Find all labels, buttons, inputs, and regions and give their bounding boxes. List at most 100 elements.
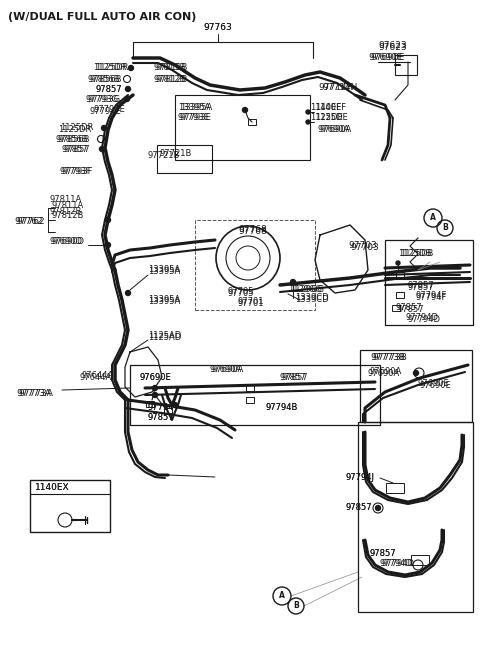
Text: (W/DUAL FULL AUTO AIR CON): (W/DUAL FULL AUTO AIR CON) (8, 12, 196, 22)
Text: 97857: 97857 (280, 373, 307, 382)
Text: 1140EF: 1140EF (315, 104, 346, 112)
Circle shape (375, 505, 381, 510)
Text: 97773A: 97773A (16, 388, 51, 397)
Text: 97857: 97857 (408, 281, 434, 290)
Text: 97763: 97763 (204, 24, 232, 32)
Text: 1339CD: 1339CD (295, 296, 329, 304)
Text: 97690A: 97690A (318, 125, 350, 135)
Bar (386, 483, 404, 493)
Bar (392, 305, 400, 311)
Circle shape (306, 110, 310, 114)
Circle shape (306, 120, 310, 124)
Bar (396, 292, 404, 298)
Text: 97794D: 97794D (382, 558, 415, 568)
Text: 13395A: 13395A (148, 267, 180, 277)
Text: 97811A: 97811A (50, 196, 82, 204)
Text: 97856B: 97856B (58, 135, 91, 143)
Text: 97623: 97623 (378, 41, 407, 49)
Circle shape (153, 386, 157, 390)
Text: 1129GG: 1129GG (290, 286, 324, 294)
Bar (385, 240, 473, 325)
Text: 1125DR: 1125DR (93, 64, 126, 72)
Text: 97690E: 97690E (420, 380, 452, 390)
Text: 97721B: 97721B (160, 150, 192, 158)
Text: 97793E: 97793E (180, 114, 212, 122)
Text: 97794F: 97794F (415, 294, 446, 302)
Text: 97690E: 97690E (140, 373, 172, 382)
Circle shape (242, 108, 248, 112)
Circle shape (101, 125, 107, 131)
Text: 13395A: 13395A (148, 298, 180, 307)
Text: 97690E: 97690E (140, 373, 172, 382)
Text: 97857: 97857 (370, 549, 396, 558)
Circle shape (290, 279, 296, 284)
Bar (395, 55, 417, 75)
Text: B: B (293, 602, 299, 610)
Text: 1140EX: 1140EX (35, 482, 70, 491)
Text: 97794: 97794 (148, 403, 175, 413)
Text: 97701: 97701 (238, 298, 264, 307)
Text: 97857: 97857 (395, 304, 421, 313)
Text: 1339CD: 1339CD (295, 294, 329, 302)
Bar (175, 95, 310, 160)
Text: 97705: 97705 (228, 288, 254, 298)
Text: 97857: 97857 (148, 413, 175, 422)
Text: A: A (430, 214, 436, 223)
Circle shape (125, 290, 131, 296)
Text: 13395A: 13395A (148, 265, 180, 275)
Bar (30, 480, 110, 532)
Text: 97794E: 97794E (90, 108, 122, 116)
Text: 97857: 97857 (95, 85, 121, 95)
Text: 97794F: 97794F (415, 292, 446, 300)
Text: 97690A: 97690A (210, 365, 242, 374)
Text: 13395A: 13395A (180, 104, 212, 112)
Text: 97690E: 97690E (418, 378, 450, 388)
Text: 97857: 97857 (345, 503, 372, 512)
Text: 97794D: 97794D (405, 313, 438, 323)
Text: 97773A: 97773A (18, 388, 53, 397)
Text: 97721B: 97721B (148, 150, 180, 160)
Text: 97690D: 97690D (50, 237, 83, 246)
Text: 97690E: 97690E (368, 53, 402, 62)
Bar (360, 350, 472, 422)
Circle shape (125, 87, 131, 91)
Bar (157, 145, 212, 173)
Text: 97763: 97763 (204, 24, 232, 32)
Bar (146, 401, 154, 407)
Text: 97690A: 97690A (320, 125, 352, 135)
Text: 97703: 97703 (348, 240, 377, 250)
Text: 1125DE: 1125DE (315, 114, 348, 122)
Text: 97762: 97762 (14, 217, 43, 227)
Text: 97857: 97857 (370, 549, 396, 558)
Text: 97794B: 97794B (265, 403, 298, 413)
Bar (246, 385, 254, 391)
Circle shape (153, 392, 157, 397)
Text: 97857: 97857 (282, 373, 309, 382)
Text: 97768: 97768 (238, 227, 267, 237)
Text: 97857: 97857 (64, 145, 91, 154)
Text: 97857: 97857 (345, 503, 372, 512)
Text: 97701: 97701 (238, 298, 264, 307)
Text: 97762: 97762 (16, 217, 45, 227)
Text: 97856B: 97856B (90, 74, 122, 83)
Text: 1125DR: 1125DR (58, 125, 91, 135)
Text: 1125AD: 1125AD (148, 330, 181, 340)
Text: 97856B: 97856B (56, 135, 88, 145)
Text: 97811A: 97811A (52, 200, 84, 210)
Text: 97794: 97794 (148, 403, 175, 413)
Circle shape (124, 97, 130, 101)
Text: 13395A: 13395A (178, 104, 210, 112)
Text: 97794J: 97794J (345, 474, 374, 482)
Text: 97690A: 97690A (212, 365, 244, 374)
Text: 1140EX: 1140EX (35, 482, 70, 491)
Text: 97793F: 97793F (62, 168, 94, 177)
Text: 97794E: 97794E (94, 106, 126, 114)
Circle shape (396, 261, 400, 265)
Text: 13395A: 13395A (148, 296, 180, 304)
Circle shape (106, 217, 110, 223)
Text: 97773B: 97773B (372, 353, 407, 363)
Bar (358, 422, 473, 612)
Text: 97812B: 97812B (52, 210, 84, 219)
Text: 1129GG: 1129GG (288, 286, 322, 294)
Text: 97794B: 97794B (265, 403, 298, 413)
